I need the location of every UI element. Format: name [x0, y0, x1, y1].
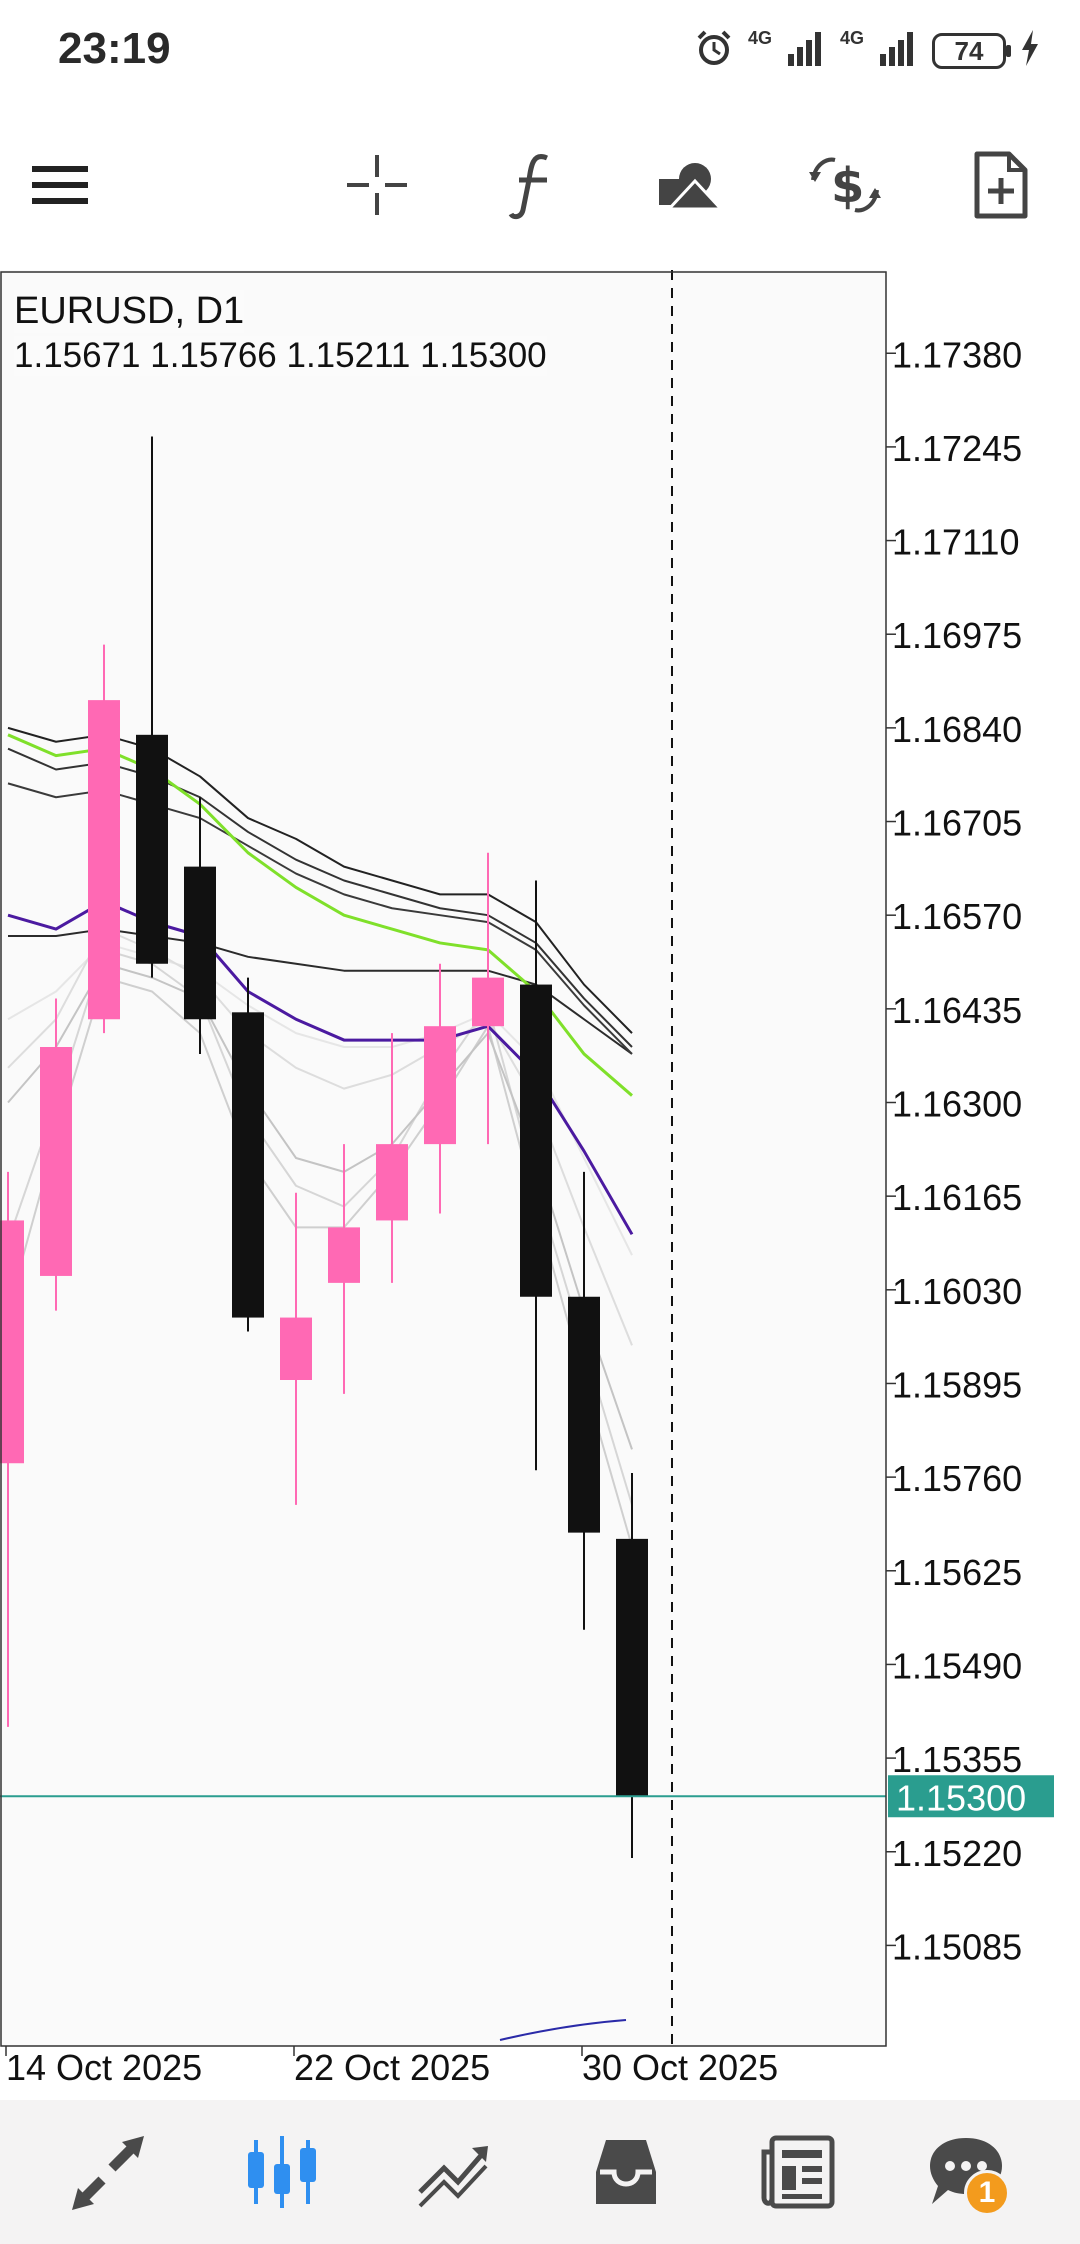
- status-icons: 4G 4G 74: [694, 28, 1040, 73]
- candle-body: [616, 1538, 648, 1797]
- y-tick-label: 1.16030: [892, 1271, 1022, 1312]
- y-tick-label: 1.16975: [892, 615, 1022, 656]
- candle-body: [136, 734, 168, 964]
- alarm-icon: [694, 28, 734, 73]
- nav-quotes[interactable]: [58, 2122, 158, 2222]
- quotes-icon: [72, 2136, 144, 2210]
- svg-text:$: $: [831, 158, 864, 214]
- trade-icon[interactable]: $: [800, 140, 890, 230]
- nav-chart[interactable]: [232, 2122, 332, 2222]
- price-axis: 1.17380 1.17245 1.17110 1.16975 1.16840 1.167…: [886, 334, 1022, 1967]
- news-icon: [761, 2135, 835, 2209]
- y-tick-label: 1.17245: [892, 428, 1022, 469]
- candles: [0, 436, 648, 1858]
- y-tick-label: 1.15895: [892, 1364, 1022, 1405]
- crosshair-icon[interactable]: [332, 140, 422, 230]
- x-tick-label: 30 Oct 2025: [582, 2047, 778, 2088]
- candle-body: [184, 866, 216, 1020]
- price-chart[interactable]: 1.17380 1.17245 1.17110 1.16975 1.16840 1.167…: [0, 270, 1080, 2100]
- plot-frame: [0, 271, 887, 2047]
- menu-icon[interactable]: [15, 140, 105, 230]
- status-time: 23:19: [58, 24, 171, 73]
- y-tick-label: 1.16435: [892, 990, 1022, 1031]
- new-order-icon[interactable]: [956, 140, 1046, 230]
- charging-icon: [1020, 30, 1040, 71]
- candle-body: [40, 1047, 72, 1276]
- indicators-icon[interactable]: [488, 140, 578, 230]
- bid-price-label-bg: [888, 1775, 1054, 1818]
- y-tick-label: 1.16165: [892, 1177, 1022, 1218]
- candle-body: [568, 1296, 600, 1533]
- objects-icon[interactable]: [645, 140, 735, 230]
- nav-messages[interactable]: 1: [916, 2122, 1016, 2222]
- symbol-title: EURUSD, D1: [14, 290, 245, 333]
- x-tick-label: 14 Oct 2025: [6, 2047, 202, 2088]
- candle-body: [232, 1012, 264, 1318]
- trade-icon: [418, 2146, 488, 2208]
- history-icon: [596, 2140, 656, 2204]
- candle-body: [424, 1026, 456, 1145]
- candle-body: [88, 700, 120, 1020]
- y-tick-label: 1.15085: [892, 1926, 1022, 1967]
- time-axis: 14 Oct 2025 22 Oct 2025 30 Oct 2025: [5, 2046, 778, 2088]
- signal-icon: [786, 30, 826, 71]
- candle-body: [472, 977, 504, 1027]
- x-tick-label: 22 Oct 2025: [294, 2047, 490, 2088]
- network-label-1: 4G: [747, 28, 772, 48]
- messages-badge: 1: [964, 2170, 1010, 2216]
- y-tick-label: 1.17380: [892, 334, 1022, 375]
- candle-body: [376, 1144, 408, 1221]
- y-tick-label: 1.15625: [892, 1552, 1022, 1593]
- nav-history[interactable]: [576, 2122, 676, 2222]
- network-label-2: 4G: [839, 28, 864, 48]
- candle-body: [280, 1317, 312, 1380]
- chart-area[interactable]: 1.17380 1.17245 1.17110 1.16975 1.16840 1.167…: [0, 270, 1080, 2100]
- nav-trade[interactable]: [404, 2122, 504, 2222]
- chart-toolbar: $: [0, 110, 1080, 260]
- ohlc-values: 1.15671 1.15766 1.15211 1.15300: [14, 336, 547, 376]
- bottom-navigation: 1: [0, 2100, 1080, 2244]
- candle-body: [520, 984, 552, 1297]
- y-tick-label: 1.16300: [892, 1084, 1022, 1125]
- nav-news[interactable]: [748, 2122, 848, 2222]
- candle-body: [328, 1227, 360, 1283]
- y-tick-label: 1.15490: [892, 1645, 1022, 1686]
- plot-background: [0, 270, 886, 2046]
- y-tick-label: 1.17110: [892, 522, 1019, 563]
- signal-icon: [878, 30, 918, 71]
- status-bar: 23:19 4G 4G 74: [0, 0, 1080, 100]
- bid-price-label: 1.15300: [896, 1777, 1026, 1818]
- chart-overlay: 1.15300: [0, 270, 1054, 2046]
- subwindow-indicator-line: [499, 2019, 627, 2041]
- chart-icon: [248, 2136, 316, 2208]
- y-tick-label: 1.15220: [892, 1833, 1022, 1874]
- y-tick-label: 1.15355: [892, 1739, 1022, 1780]
- y-tick-label: 1.16840: [892, 709, 1022, 750]
- y-tick-label: 1.15760: [892, 1458, 1022, 1499]
- y-tick-label: 1.16570: [892, 896, 1022, 937]
- battery-icon: 74: [932, 32, 1011, 69]
- y-tick-label: 1.16705: [892, 803, 1022, 844]
- candle-body: [0, 1220, 24, 1464]
